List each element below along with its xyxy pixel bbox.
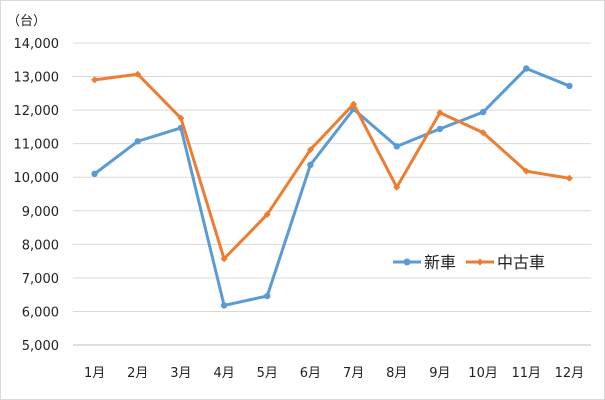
x-tick-label: 6月 — [300, 366, 321, 381]
x-tick-label: 12月 — [555, 366, 585, 381]
data-point-marker — [479, 108, 487, 116]
y-tick-label: 8,000 — [22, 238, 59, 253]
series-line — [93, 67, 571, 307]
data-point-marker — [522, 167, 530, 175]
x-tick-label: 4月 — [213, 366, 234, 381]
data-point-marker — [566, 82, 573, 90]
y-tick-label: 13,000 — [14, 71, 60, 86]
data-point-marker — [134, 70, 142, 78]
x-tick-label: 5月 — [257, 366, 278, 381]
data-point-marker — [565, 174, 573, 182]
legend-label: 新車 — [424, 253, 456, 272]
data-point-marker — [307, 161, 314, 169]
gridlines — [73, 42, 591, 346]
series-1 — [91, 65, 573, 309]
data-point-marker — [134, 138, 141, 145]
data-point-marker — [476, 258, 484, 266]
series-lines — [91, 65, 573, 309]
data-point-marker — [393, 143, 400, 150]
y-tick-label: 11,000 — [14, 138, 60, 153]
legend-label: 中古車 — [497, 253, 545, 272]
data-point-marker — [91, 170, 98, 178]
x-tick-label: 2月 — [127, 366, 148, 381]
y-axis-unit-label: （台） — [7, 14, 46, 29]
axes: 5,000 6,000 7,000 8,000 9,000 10,000 11,000 12,… — [14, 37, 585, 381]
x-tick-label: 7月 — [343, 366, 364, 381]
data-point-marker — [220, 302, 228, 309]
y-tick-label: 9,000 — [22, 205, 59, 220]
data-point-marker — [350, 100, 358, 108]
x-tick-label: 11月 — [511, 366, 541, 381]
y-tick-label: 12,000 — [14, 104, 60, 119]
data-point-marker — [393, 183, 401, 191]
data-point-marker — [436, 125, 444, 133]
y-tick-label: 6,000 — [22, 305, 59, 320]
x-tick-label: 8月 — [386, 366, 407, 381]
data-point-marker — [264, 292, 271, 300]
y-tick-label: 7,000 — [22, 272, 59, 287]
data-point-marker — [263, 210, 271, 218]
y-tick-label: 10,000 — [14, 171, 60, 186]
data-point-marker — [479, 129, 487, 137]
data-point-marker — [436, 109, 444, 117]
data-point-marker — [91, 76, 99, 84]
data-point-marker — [220, 255, 228, 263]
y-tick-label: 5,000 — [22, 339, 59, 354]
series-line — [93, 72, 571, 261]
x-tick-label: 9月 — [429, 366, 450, 381]
legend-item-2: 中古車 — [466, 253, 545, 272]
data-point-marker — [403, 258, 411, 266]
legend-item-1: 新車 — [393, 253, 456, 272]
data-point-marker — [523, 65, 530, 72]
x-tick-label: 3月 — [170, 366, 191, 381]
y-tick-label: 14,000 — [14, 37, 60, 52]
data-point-marker — [177, 114, 185, 122]
data-point-marker — [306, 146, 314, 154]
x-tick-label: 1月 — [84, 366, 105, 381]
x-tick-label: 10月 — [468, 366, 498, 381]
series-2 — [91, 70, 573, 263]
legend: 新車 中古車 — [393, 253, 545, 272]
